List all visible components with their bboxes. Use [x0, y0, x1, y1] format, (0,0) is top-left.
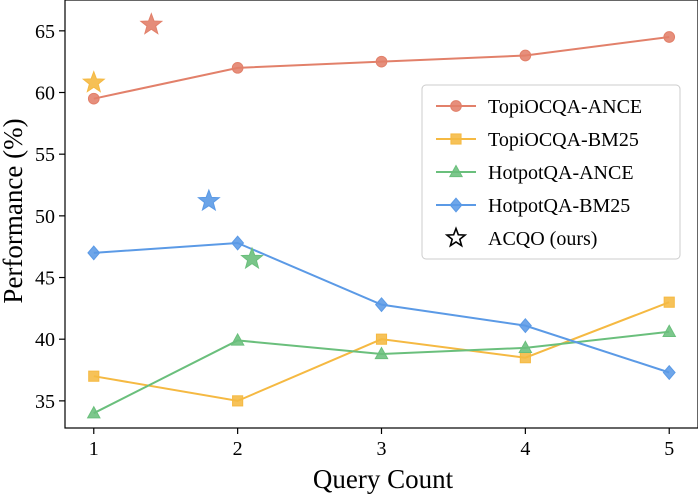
y-tick-label: 65 — [35, 21, 55, 43]
data-point-topiocqa-bm25 — [519, 352, 531, 364]
legend-label-topiocqa-ance: TopiOCQA-ANCE — [488, 96, 642, 118]
data-point-hotpotqa-bm25 — [518, 318, 532, 334]
legend-box — [421, 84, 681, 260]
y-tick-label: 60 — [35, 83, 55, 105]
y-tick-label: 35 — [35, 391, 55, 413]
legend-marker-hotpotqa-ance — [448, 164, 464, 178]
data-point-hotpotqa-ance — [662, 324, 677, 337]
data-point-hotpotqa-ance — [518, 340, 533, 354]
data-point-topiocqa-ance — [663, 31, 676, 43]
x-axis-label: Query Count — [313, 464, 454, 494]
acqo-star-hotpotqa-ance — [240, 246, 264, 270]
y-tick-label: 40 — [35, 329, 55, 351]
x-tick-label: 3 — [377, 438, 387, 460]
x-tick-label: 5 — [664, 438, 674, 460]
acqo-star-hotpotqa-bm25 — [197, 188, 221, 212]
x-tick-label: 4 — [520, 438, 530, 460]
legend-label-acqo-ours: ACQO (ours) — [488, 228, 597, 250]
data-point-topiocqa-ance — [519, 49, 532, 62]
x-tick-label: 1 — [89, 438, 99, 460]
legend-star-icon — [444, 226, 468, 248]
y-tick-label: 55 — [35, 144, 55, 166]
legend-label-hotpotqa-bm25: HotpotQA-BM25 — [488, 195, 630, 217]
legend-marker-topiocqa-ance — [450, 100, 462, 112]
legend-label-topiocqa-bm25: TopiOCQA-BM25 — [488, 129, 639, 151]
data-point-hotpotqa-ance — [374, 346, 389, 360]
data-point-hotpotqa-bm25 — [662, 364, 676, 381]
acqo-star-topiocqa-bm25 — [81, 70, 106, 93]
data-point-topiocqa-bm25 — [232, 395, 244, 407]
data-point-topiocqa-bm25 — [88, 370, 100, 382]
data-point-hotpotqa-bm25 — [87, 245, 101, 261]
data-point-topiocqa-ance — [87, 92, 100, 105]
data-point-hotpotqa-ance — [230, 332, 245, 346]
data-point-topiocqa-bm25 — [375, 333, 388, 345]
acqo-star-topiocqa-ance — [139, 12, 164, 35]
y-tick-label: 45 — [35, 268, 55, 290]
series-group — [86, 31, 677, 419]
y-axis-label: Performance (%) — [0, 118, 28, 303]
data-point-hotpotqa-ance — [86, 405, 101, 419]
x-tick-label: 2 — [233, 438, 243, 460]
data-point-topiocqa-bm25 — [663, 296, 675, 308]
legend-label-hotpotqa-ance: HotpotQA-ANCE — [488, 162, 634, 184]
legend-marker-topiocqa-bm25 — [450, 133, 462, 145]
legend: TopiOCQA-ANCE TopiOCQA-BM25 HotpotQA-ANCE H… — [421, 84, 681, 260]
y-tick-label: 50 — [35, 206, 55, 228]
data-point-hotpotqa-bm25 — [374, 297, 389, 313]
data-point-topiocqa-ance — [231, 62, 244, 74]
data-point-topiocqa-ance — [375, 55, 388, 68]
legend-marker-hotpotqa-bm25 — [449, 197, 463, 213]
data-point-hotpotqa-bm25 — [231, 235, 245, 251]
acqo-star-group — [81, 12, 264, 270]
